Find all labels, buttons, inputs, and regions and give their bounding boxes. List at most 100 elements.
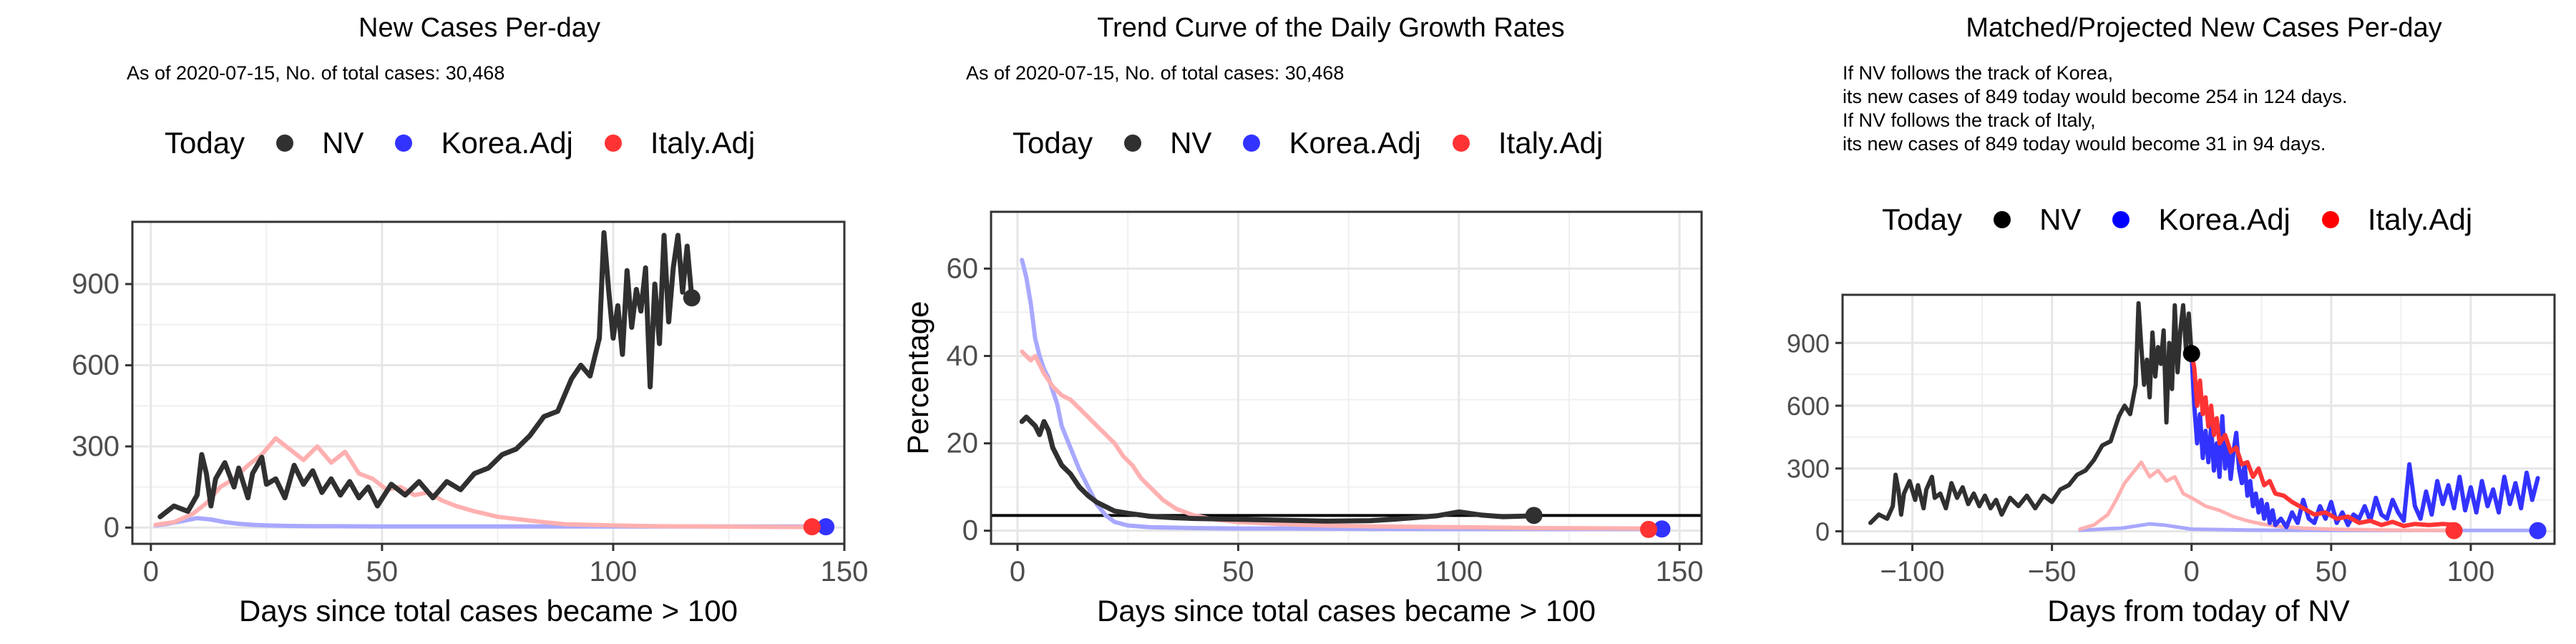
y-tick-label: 600 [1787, 391, 1830, 421]
legend-dot-icon [2112, 211, 2130, 228]
panel3-title: Matched/Projected New Cases Per-day [1966, 13, 2442, 43]
panel3-subtitle-line: If NV follows the track of Italy, [1843, 109, 2096, 131]
panel3-subtitle-line: its new cases of 849 today would become … [1843, 133, 2326, 155]
panel3-legend-label-nv: NV [2039, 203, 2082, 236]
panel3-plot: 0 300 600 900 −100 −50 0 50 100 Days from today o… [1787, 293, 2556, 628]
x-tick-label: 50 [2316, 556, 2348, 587]
panel1-legend-label-korea: Korea.Adj [441, 126, 573, 160]
plot-border [131, 220, 846, 545]
plot-border [1841, 293, 2556, 545]
x-tick-label: 0 [143, 556, 159, 587]
today-point-italy-adj [1639, 520, 1657, 538]
panel2-subtitle: As of 2020-07-15, No. of total cases: 30… [966, 62, 1344, 85]
x-tick-label: 0 [2184, 556, 2200, 587]
panel1-title: New Cases Per-day [358, 13, 600, 43]
today-point-italy-adj [2445, 522, 2463, 540]
panel2-plot: 0 20 40 60 0 50 100 150 Days since total cases b… [901, 210, 1704, 628]
panel2-subtitle-line: As of 2020-07-15, No. of total cases: 30… [966, 62, 1345, 84]
x-tick-label: 50 [366, 556, 399, 587]
legend-dot-icon [2321, 211, 2339, 228]
legend-dot-icon [1452, 135, 1470, 152]
panel3-subtitle-line: If NV follows the track of Korea, [1843, 62, 2114, 84]
series-line-italy-adj-history- [2078, 460, 2456, 532]
panel2-legend: Today NV Korea.Adj Italy.Adj [1013, 126, 1634, 160]
panel3-legend-title: Today [1882, 203, 1963, 236]
x-tick-label: 100 [590, 556, 638, 587]
y-axis-title: Percentage [901, 301, 935, 455]
plot-background [991, 212, 1702, 544]
panel2-legend-label-korea: Korea.Adj [1289, 126, 1421, 160]
today-point-korea-adj [817, 518, 835, 536]
today-point-korea-adj [2529, 522, 2547, 540]
panel1-legend-item-nv: NV [276, 126, 364, 160]
x-axis-title: Days from today of NV [2047, 594, 2349, 628]
y-tick-label: 0 [104, 512, 119, 543]
y-tick-label: 900 [1787, 328, 1830, 358]
panel2-legend-item-nv: NV [1124, 126, 1211, 160]
x-tick-label: 150 [821, 556, 869, 587]
panel1-subtitle-line: As of 2020-07-15, No. of total cases: 30… [127, 62, 505, 84]
panel1-legend-label-italy: Italy.Adj [650, 126, 756, 160]
panel3-subtitle-line: its new cases of 849 today would become … [1843, 86, 2348, 107]
today-point-italy-adj [803, 518, 821, 536]
panel3-legend-label-korea: Korea.Adj [2158, 203, 2290, 236]
panel1-legend: Today NV Korea.Adj Italy.Adj [165, 126, 786, 160]
y-tick-label: 60 [947, 253, 979, 284]
today-point-nv [2182, 345, 2200, 363]
legend-dot-icon [1124, 135, 1142, 152]
series-line-korea-adj [1020, 258, 1664, 532]
x-tick-label: 100 [2447, 556, 2495, 587]
x-tick-label: 100 [1435, 556, 1483, 587]
x-axis-title: Days since total cases became > 100 [1097, 594, 1596, 628]
x-tick-label: 50 [1222, 556, 1254, 587]
series-line-italy-adj [2189, 351, 2457, 529]
x-axis-title: Days since total cases became > 100 [239, 594, 738, 628]
panel2-legend-item-korea: Korea.Adj [1243, 126, 1421, 160]
panel3-legend: Today NV Korea.Adj Italy.Adj [1882, 203, 2504, 237]
panel2-legend-item-italy: Italy.Adj [1452, 126, 1604, 160]
legend-dot-icon [604, 135, 622, 152]
panel1-plot: 0 300 600 900 0 50 100 150 Days since total case… [72, 220, 869, 628]
legend-dot-icon [276, 135, 294, 152]
panel2-legend-title: Today [1013, 126, 1093, 160]
x-tick-label: −100 [1880, 556, 1944, 587]
series-line-nv [1019, 414, 1537, 524]
panel1-legend-item-italy: Italy.Adj [604, 126, 756, 160]
series-line-nv [157, 230, 695, 519]
panel1-legend-item-korea: Korea.Adj [395, 126, 573, 160]
y-tick-label: 40 [947, 340, 979, 371]
y-tick-label: 20 [947, 428, 979, 459]
panel1-legend-label-nv: NV [322, 126, 364, 160]
panel3-legend-item-nv: NV [1994, 203, 2081, 237]
plot-background [132, 222, 844, 544]
y-tick-label: 300 [1787, 454, 1830, 484]
series-line-italy-adj [1020, 349, 1651, 531]
x-tick-label: −50 [2028, 556, 2077, 587]
panel3-subtitle: If NV follows the track of Korea, its ne… [1843, 62, 2347, 156]
panel2-legend-label-nv: NV [1170, 126, 1212, 160]
y-tick-label: 300 [72, 431, 119, 462]
panel1-legend-title: Today [165, 126, 245, 160]
y-tick-label: 900 [72, 268, 119, 300]
series-line-nv [1868, 301, 2194, 525]
legend-dot-icon [1243, 135, 1261, 152]
y-tick-label: 0 [962, 515, 978, 547]
panel3-legend-item-korea: Korea.Adj [2112, 203, 2290, 237]
y-tick-label: 0 [1815, 517, 1830, 546]
panel2-title: Trend Curve of the Daily Growth Rates [1097, 13, 1565, 43]
x-tick-label: 0 [1010, 556, 1025, 587]
panel3-legend-label-italy: Italy.Adj [2367, 203, 2473, 236]
today-point-korea-adj [1653, 520, 1671, 538]
panel3-legend-item-italy: Italy.Adj [2321, 203, 2473, 237]
x-tick-label: 150 [1656, 556, 1704, 587]
today-point-nv [683, 289, 701, 307]
legend-dot-icon [1994, 211, 2011, 228]
legend-dot-icon [395, 135, 413, 152]
today-point-nv [1525, 507, 1543, 525]
panel2-legend-label-italy: Italy.Adj [1498, 126, 1604, 160]
panel1-subtitle: As of 2020-07-15, No. of total cases: 30… [127, 62, 504, 85]
y-tick-label: 600 [72, 349, 119, 381]
plot-border [990, 210, 1703, 545]
